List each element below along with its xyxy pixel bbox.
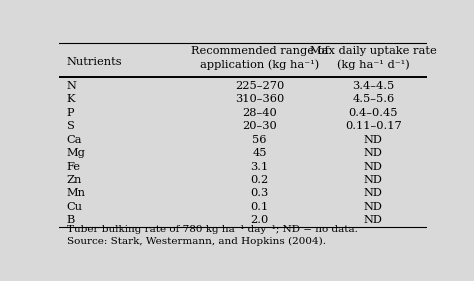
Text: Fe: Fe <box>66 162 81 172</box>
Text: 20–30: 20–30 <box>242 121 277 131</box>
Text: 45: 45 <box>252 148 267 158</box>
Text: 56: 56 <box>252 135 267 145</box>
Text: Cu: Cu <box>66 202 82 212</box>
Text: S: S <box>66 121 74 131</box>
Text: ND: ND <box>364 148 383 158</box>
Text: P: P <box>66 108 74 118</box>
Text: 225–270: 225–270 <box>235 81 284 91</box>
Text: 3.1: 3.1 <box>250 162 269 172</box>
Text: ND: ND <box>364 202 383 212</box>
Text: 0.1: 0.1 <box>250 202 269 212</box>
Text: K: K <box>66 94 75 105</box>
Text: ND: ND <box>364 188 383 198</box>
Text: 3.4–4.5: 3.4–4.5 <box>352 81 394 91</box>
Text: 4.5–5.6: 4.5–5.6 <box>352 94 394 105</box>
Text: Max daily uptake rate: Max daily uptake rate <box>310 46 437 56</box>
Text: ND: ND <box>364 175 383 185</box>
Text: ND: ND <box>364 162 383 172</box>
Text: 0.2: 0.2 <box>250 175 269 185</box>
Text: Zn: Zn <box>66 175 82 185</box>
Text: Ca: Ca <box>66 135 82 145</box>
Text: Nutrients: Nutrients <box>66 57 122 67</box>
Text: N: N <box>66 81 76 91</box>
Text: ND: ND <box>364 215 383 225</box>
Text: 28–40: 28–40 <box>242 108 277 118</box>
Text: B: B <box>66 215 75 225</box>
Text: Source: Stark, Westermann, and Hopkins (2004).: Source: Stark, Westermann, and Hopkins (… <box>66 236 326 246</box>
Text: ND: ND <box>364 135 383 145</box>
Text: 2.0: 2.0 <box>250 215 269 225</box>
Text: (kg ha⁻¹ d⁻¹): (kg ha⁻¹ d⁻¹) <box>337 60 410 70</box>
Text: 0.11–0.17: 0.11–0.17 <box>345 121 401 131</box>
Text: 0.4–0.45: 0.4–0.45 <box>348 108 398 118</box>
Text: application (kg ha⁻¹): application (kg ha⁻¹) <box>200 60 319 70</box>
Text: 310–360: 310–360 <box>235 94 284 105</box>
Text: Recommended range of: Recommended range of <box>191 46 328 56</box>
Text: Mn: Mn <box>66 188 86 198</box>
Text: 0.3: 0.3 <box>250 188 269 198</box>
Text: Tuber bulking rate of 780 kg ha⁻¹ day⁻¹; ND = no data.: Tuber bulking rate of 780 kg ha⁻¹ day⁻¹;… <box>66 225 357 234</box>
Text: Mg: Mg <box>66 148 85 158</box>
